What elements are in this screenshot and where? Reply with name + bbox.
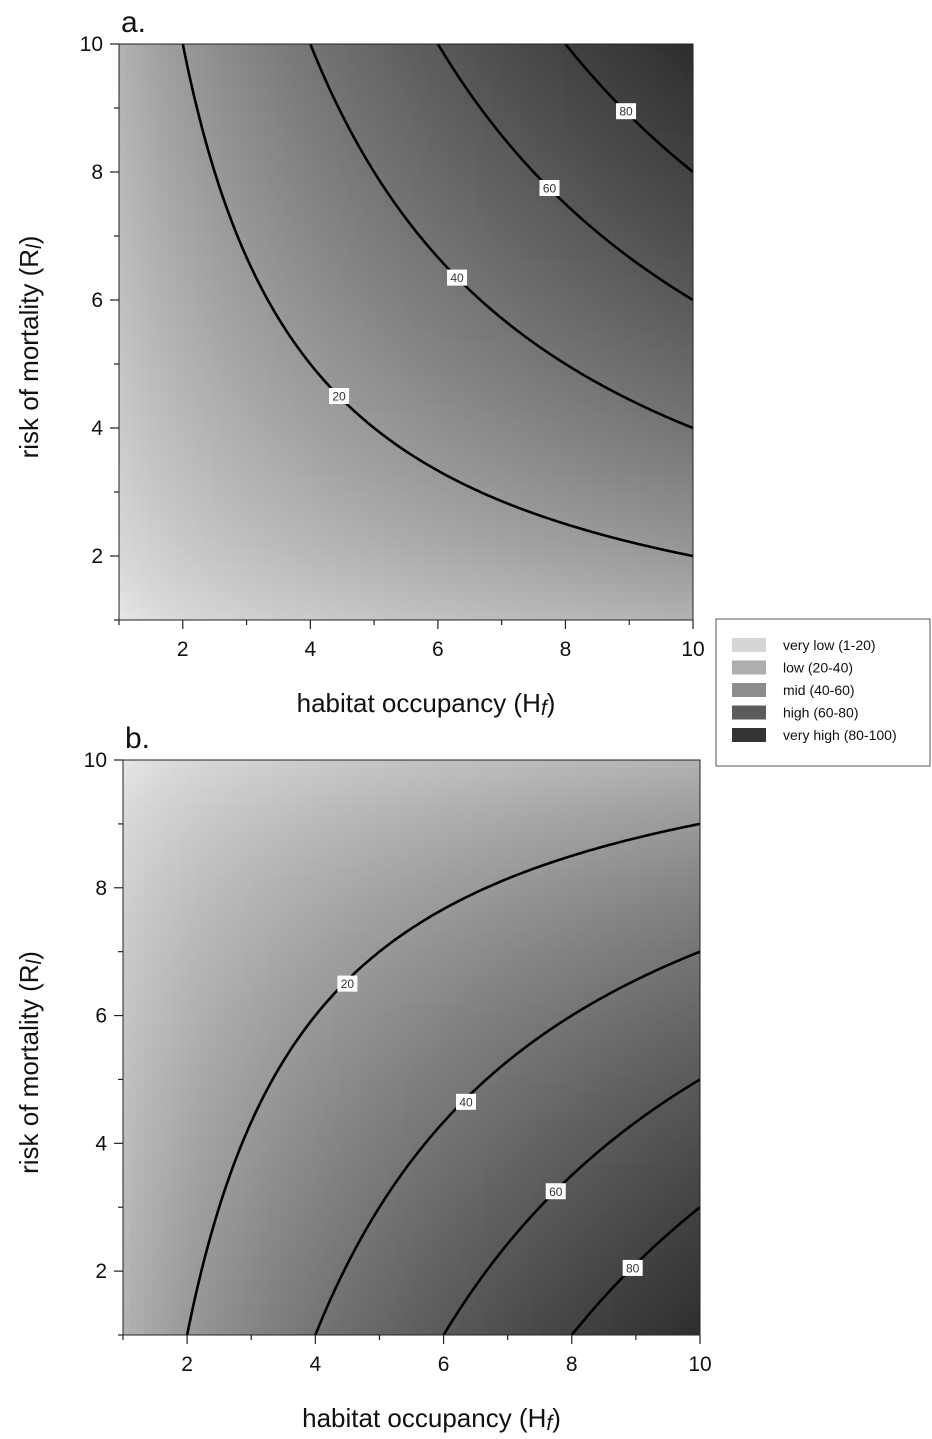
contour-label-60: 60 — [543, 182, 557, 196]
x-tick-label: 2 — [177, 638, 189, 661]
contour-label-40: 40 — [450, 271, 464, 285]
x-axis-title: habitat occupancy (Hf) — [297, 688, 556, 720]
x-tick-label: 4 — [304, 638, 316, 661]
y-tick-label: 6 — [91, 289, 103, 312]
y-tick-label: 4 — [95, 1132, 107, 1155]
contour-label-box-20 — [337, 975, 358, 992]
x-tick-label: 4 — [309, 1353, 321, 1376]
contour-line-20 — [181, 44, 693, 558]
legend-label: very high (80-100) — [783, 727, 897, 743]
shaded-surface-a — [119, 44, 693, 620]
contour-label-box-40 — [455, 1093, 476, 1110]
y-tick-label: 10 — [80, 33, 103, 56]
y-tick-label: 6 — [95, 1005, 107, 1028]
contour-label-box-80 — [616, 103, 637, 120]
x-tick-label: 10 — [688, 1353, 711, 1376]
contour-label-box-40 — [447, 269, 468, 286]
contour-label-20: 20 — [332, 390, 346, 404]
contour-label-box-60 — [545, 1183, 566, 1200]
y-tick-label: 8 — [91, 161, 103, 184]
contour-label-60: 60 — [549, 1185, 563, 1199]
y-axis-title: risk of mortality (Rl) — [14, 236, 46, 459]
contour-line-20 — [185, 822, 700, 1335]
legend-swatch — [732, 683, 766, 697]
x-tick-label: 2 — [181, 1353, 193, 1376]
shaded-surface-b — [123, 760, 700, 1335]
y-tick-label: 4 — [91, 417, 103, 440]
x-tick-label: 6 — [432, 638, 444, 661]
contour-label-box-60 — [539, 180, 560, 196]
panel-b: 20 40 60 80 2 4 6 8 10 2 4 6 8 10 habitat occupancy (H… — [14, 722, 712, 1435]
contour-line-40 — [314, 950, 700, 1335]
legend: very low (1-20) low (20-40) mid (40-60) hig… — [715, 618, 931, 767]
y-axis-title: risk of mortality (Rl) — [14, 951, 46, 1174]
contour-line-40 — [309, 44, 693, 430]
contour-label-box-80 — [622, 1259, 643, 1276]
y-tick-label: 2 — [91, 545, 103, 568]
y-tick-label: 8 — [95, 877, 107, 900]
legend-swatch — [732, 728, 766, 742]
legend-label: very low (1-20) — [783, 637, 876, 653]
contour-label-40: 40 — [459, 1095, 473, 1109]
legend-label: mid (40-60) — [783, 682, 855, 698]
x-tick-label: 10 — [681, 638, 704, 661]
y-tick-label: 2 — [95, 1260, 107, 1283]
legend-label: low (20-40) — [783, 660, 853, 676]
contour-label-box-20 — [329, 388, 350, 404]
x-tick-label: 6 — [438, 1353, 450, 1376]
contour-line-60 — [442, 1078, 700, 1335]
contour-line-60 — [436, 44, 693, 302]
legend-label: high (60-80) — [783, 705, 859, 721]
contour-label-80: 80 — [626, 1261, 640, 1275]
plot-frame-b — [122, 759, 701, 1336]
x-axis-title: habitat occupancy (Hf) — [302, 1403, 561, 1435]
plot-frame-a — [118, 43, 694, 621]
panel-a: 20 40 60 80 2 4 6 8 10 2 4 6 8 10 habitat occupancy (H… — [14, 6, 705, 720]
contour-label-20: 20 — [341, 977, 355, 991]
panel-label-b: b. — [125, 722, 150, 755]
legend-swatch — [732, 705, 766, 720]
x-tick-label: 8 — [560, 638, 572, 661]
x-tick-label: 8 — [566, 1353, 578, 1376]
contour-label-80: 80 — [619, 105, 633, 119]
panel-label-a: a. — [121, 6, 146, 39]
legend-swatch — [732, 638, 766, 652]
y-tick-label: 10 — [84, 749, 107, 772]
legend-swatch — [732, 660, 766, 675]
